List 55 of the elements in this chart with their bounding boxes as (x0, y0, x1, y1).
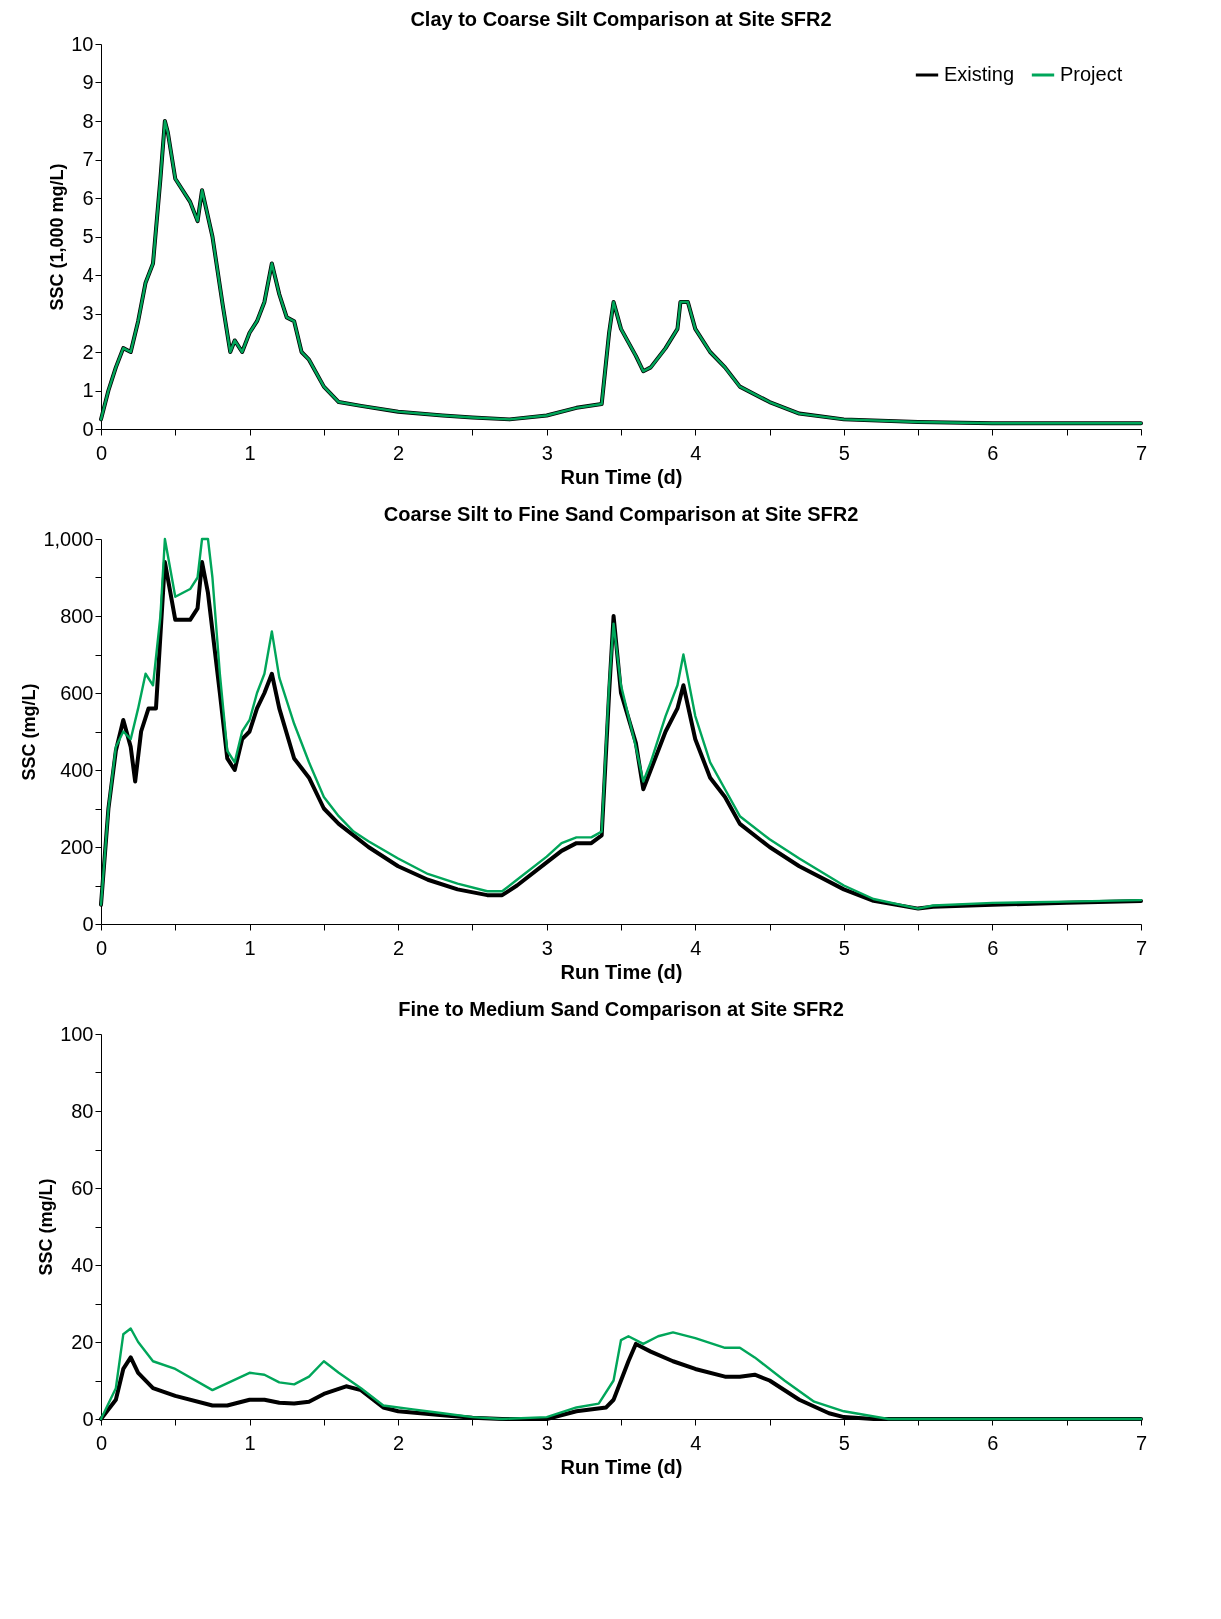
x-tick-label: 1 (244, 441, 256, 464)
x-tick-label: 1 (244, 936, 256, 959)
x-tick-label: 6 (987, 441, 999, 464)
y-tick-label: 600 (60, 681, 94, 704)
chart-title: Clay to Coarse Silt Comparison at Site SFR2 (410, 8, 832, 30)
x-tick-label: 5 (838, 441, 850, 464)
x-tick-label: 5 (838, 1431, 850, 1454)
y-tick-label: 60 (71, 1176, 94, 1199)
x-axis-title: Run Time (d) (560, 960, 683, 983)
x-tick-label: 1 (244, 1431, 256, 1454)
y-tick-label: 0 (82, 1407, 94, 1430)
y-tick-label: 3 (82, 302, 94, 324)
x-tick-label: 2 (393, 441, 405, 464)
y-tick-label: 800 (60, 604, 94, 627)
x-tick-label: 3 (541, 441, 553, 464)
legend-label: Project (1060, 63, 1123, 85)
y-tick-label: 80 (71, 1099, 94, 1122)
x-tick-label: 3 (541, 1431, 553, 1454)
x-tick-label: 2 (393, 936, 405, 959)
y-tick-label: 200 (60, 835, 94, 858)
y-tick-label: 400 (60, 758, 94, 781)
y-tick-label: 20 (71, 1330, 94, 1353)
x-tick-label: 7 (1135, 1431, 1148, 1454)
y-tick-label: 8 (82, 109, 94, 132)
y-tick-label: 40 (71, 1253, 94, 1276)
x-tick-label: 3 (541, 936, 553, 959)
x-tick-label: 7 (1135, 936, 1148, 959)
y-tick-label: 2 (82, 340, 94, 363)
y-tick-label: 1 (82, 379, 94, 401)
x-axis-title: Run Time (d) (560, 1455, 683, 1478)
y-tick-label: 1,000 (43, 527, 94, 550)
x-tick-label: 6 (987, 936, 999, 959)
y-tick-label: 9 (82, 71, 94, 93)
legend-label: Existing (944, 63, 1015, 85)
y-tick-label: 7 (82, 148, 94, 170)
x-tick-label: 4 (690, 1431, 702, 1454)
y-tick-label: 5 (82, 225, 94, 247)
y-axis-title: SSC (1,000 mg/L) (47, 163, 68, 311)
y-tick-label: 6 (82, 186, 94, 209)
x-tick-label: 6 (987, 1431, 999, 1454)
x-tick-label: 5 (838, 936, 850, 959)
y-axis-title: SSC (mg/L) (19, 683, 40, 781)
chart-title: Fine to Medium Sand Comparison at Site SFR2 (398, 998, 844, 1020)
x-tick-label: 7 (1135, 441, 1148, 464)
x-axis-title: Run Time (d) (560, 465, 683, 488)
x-tick-label: 2 (393, 1431, 405, 1454)
y-tick-label: 100 (60, 1022, 94, 1045)
y-tick-label: 0 (82, 912, 94, 935)
x-tick-label: 4 (690, 441, 702, 464)
x-tick-label: 4 (690, 936, 702, 959)
y-axis-title: SSC (mg/L) (36, 1178, 57, 1276)
y-tick-label: 0 (82, 417, 94, 440)
chart-title: Coarse Silt to Fine Sand Comparison at Site SFR2 (383, 503, 859, 525)
y-tick-label: 10 (71, 32, 94, 55)
y-tick-label: 4 (82, 263, 94, 286)
